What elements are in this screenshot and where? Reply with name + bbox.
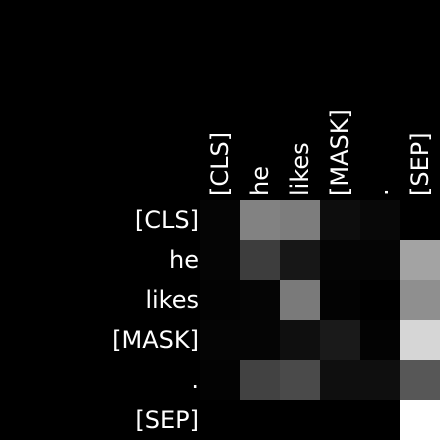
heatmap-cell-r3-c2 [280, 320, 320, 360]
heatmap-cell-r2-c2 [280, 280, 320, 320]
heatmap-cell-r0-c4 [360, 200, 400, 240]
heatmap-cell-r5-c3 [320, 400, 360, 440]
x-tick-label: . [366, 188, 394, 196]
heatmap-cell-r3-c3 [320, 320, 360, 360]
heatmap-cell-r0-c2 [280, 200, 320, 240]
heatmap-cell-r4-c5 [400, 360, 440, 400]
heatmap-cell-r4-c2 [280, 360, 320, 400]
x-tick-label: [MASK] [326, 109, 354, 196]
heatmap-cell-r5-c1 [240, 400, 280, 440]
heatmap-cell-r3-c4 [360, 320, 400, 360]
heatmap-cell-r1-c5 [400, 240, 440, 280]
heatmap-cell-r3-c1 [240, 320, 280, 360]
y-tick-label: likes [145, 286, 199, 314]
heatmap-cell-r4-c3 [320, 360, 360, 400]
heatmap-cell-r2-c4 [360, 280, 400, 320]
heatmap-cells [200, 200, 440, 440]
heatmap-cell-r1-c2 [280, 240, 320, 280]
heatmap-cell-r2-c0 [200, 280, 240, 320]
heatmap-cell-r1-c0 [200, 240, 240, 280]
heatmap-cell-r2-c5 [400, 280, 440, 320]
heatmap-cell-r5-c2 [280, 400, 320, 440]
heatmap-cell-r3-c5 [400, 320, 440, 360]
x-tick-label: he [246, 166, 274, 196]
heatmap-cell-r4-c1 [240, 360, 280, 400]
heatmap-cell-r4-c0 [200, 360, 240, 400]
heatmap-cell-r2-c3 [320, 280, 360, 320]
y-tick-label: . [191, 366, 199, 394]
y-tick-label: [SEP] [135, 406, 199, 434]
heatmap-cell-r0-c1 [240, 200, 280, 240]
y-tick-label: [CLS] [135, 206, 199, 234]
heatmap-cell-r1-c4 [360, 240, 400, 280]
heatmap-cell-r2-c1 [240, 280, 280, 320]
heatmap-cell-r5-c5 [400, 400, 440, 440]
heatmap-cell-r3-c0 [200, 320, 240, 360]
heatmap-cell-r5-c0 [200, 400, 240, 440]
y-tick-label: [MASK] [112, 326, 199, 354]
heatmap-cell-r4-c4 [360, 360, 400, 400]
y-tick-label: he [169, 246, 199, 274]
x-tick-label: likes [286, 142, 314, 196]
heatmap-cell-r0-c5 [400, 200, 440, 240]
heatmap-cell-r0-c0 [200, 200, 240, 240]
y-tick-labels: [CLS] he likes [MASK]. [SEP] [112, 206, 199, 434]
x-tick-label: [SEP] [406, 132, 434, 196]
heatmap-cell-r0-c3 [320, 200, 360, 240]
x-tick-label: [CLS] [206, 132, 234, 196]
heatmap-cell-r1-c3 [320, 240, 360, 280]
x-tick-labels: [CLS] he likes [MASK]. [SEP] [206, 109, 434, 196]
heatmap-cell-r5-c4 [360, 400, 400, 440]
heatmap-cell-r1-c1 [240, 240, 280, 280]
